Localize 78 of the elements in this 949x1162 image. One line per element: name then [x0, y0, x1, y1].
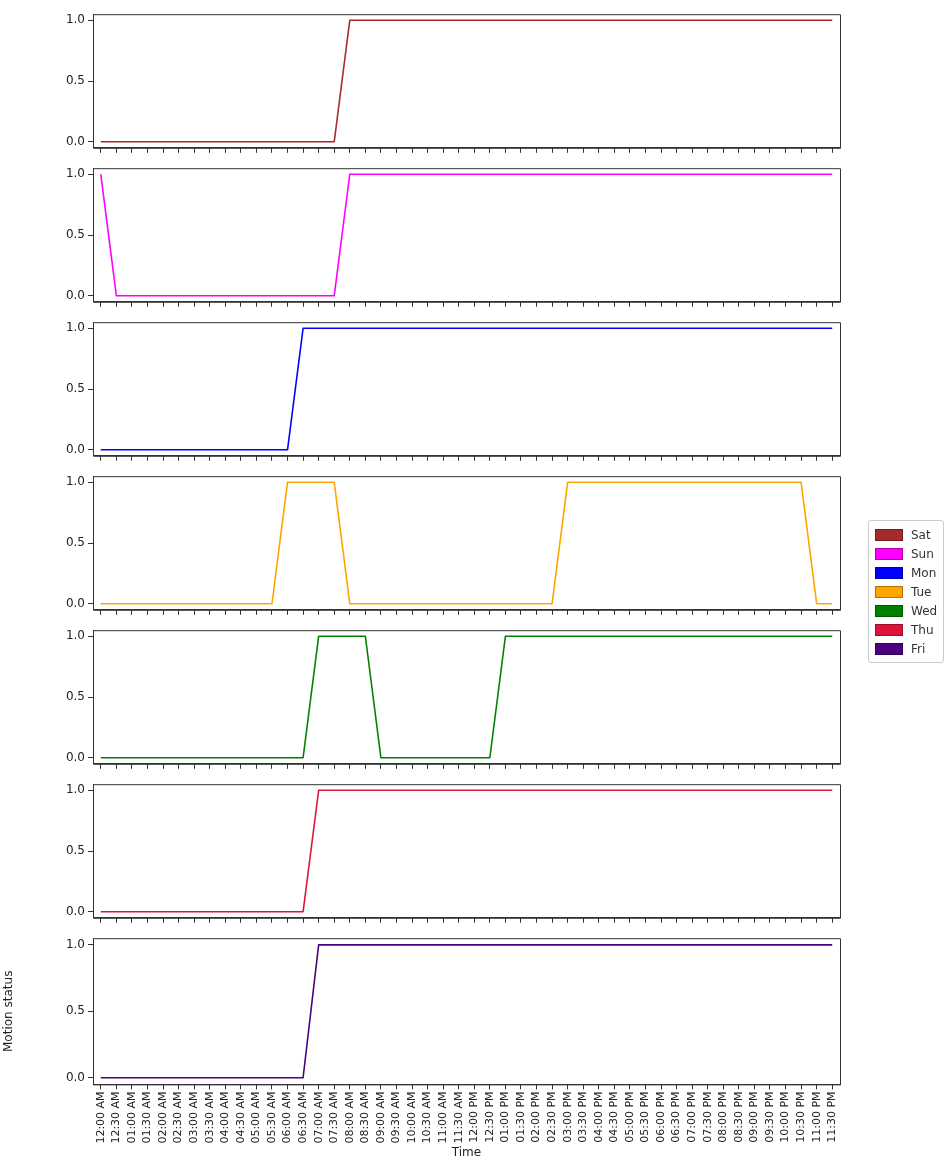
x-tick-label: 01:00 PM: [498, 1091, 512, 1143]
x-tick-label: 08:30 PM: [731, 1091, 745, 1143]
y-tick-label: 0.5: [65, 535, 85, 550]
y-tick-label: 0.5: [65, 843, 85, 858]
x-tick-label: 06:30 PM: [669, 1091, 683, 1143]
x-tick-label: 09:30 PM: [762, 1091, 776, 1143]
y-tick-label: 0.0: [65, 287, 85, 302]
y-tick-label: 0.5: [65, 689, 85, 704]
x-tick-label: 03:00 AM: [187, 1091, 201, 1144]
x-tick-label: 02:30 PM: [544, 1091, 558, 1143]
x-tick-label: 11:30 AM: [451, 1091, 465, 1144]
x-tick-label: 08:00 AM: [342, 1091, 356, 1144]
y-tick-label: 1.0: [65, 628, 85, 643]
x-tick-label: 07:00 PM: [685, 1091, 699, 1143]
x-tick-label: 11:00 AM: [436, 1091, 450, 1144]
x-tick-label: 10:00 AM: [404, 1091, 418, 1144]
x-tick-label: 10:00 PM: [778, 1091, 792, 1143]
x-tick-label: 07:30 AM: [327, 1091, 341, 1144]
legend-label: Thu: [911, 622, 934, 637]
y-tick-label: 1.0: [65, 166, 85, 181]
y-tick-label: 0.0: [65, 595, 85, 610]
x-tick-label: 09:30 AM: [389, 1091, 403, 1144]
x-tick-label: 07:00 AM: [311, 1091, 325, 1144]
x-tick-label: 01:00 AM: [124, 1091, 138, 1144]
x-tick-label: 06:30 AM: [295, 1091, 309, 1144]
legend-label: Sat: [911, 527, 931, 542]
y-tick-label: 0.0: [65, 903, 85, 918]
x-tick-label: 05:30 PM: [638, 1091, 652, 1143]
x-tick-label: 12:00 PM: [467, 1091, 481, 1143]
y-tick-label: 0.0: [65, 749, 85, 764]
x-tick-label: 12:00 AM: [93, 1091, 107, 1144]
x-tick-label: 01:30 PM: [513, 1091, 527, 1143]
y-tick-label: 1.0: [65, 12, 85, 27]
y-tick-label: 0.0: [65, 441, 85, 456]
y-tick-label: 1.0: [65, 936, 85, 951]
x-tick-label: 01:30 AM: [140, 1091, 154, 1144]
y-tick-label: 0.0: [65, 1069, 85, 1084]
x-axis-title: Time: [450, 1144, 482, 1159]
x-tick-label: 02:00 PM: [529, 1091, 543, 1143]
x-tick-label: 10:30 AM: [420, 1091, 434, 1144]
x-tick-label: 03:30 PM: [576, 1091, 590, 1143]
x-tick-label: 05:30 AM: [264, 1091, 278, 1144]
legend-label: Fri: [911, 641, 926, 656]
x-tick-label: 06:00 AM: [280, 1091, 294, 1144]
x-tick-label: 12:30 AM: [109, 1091, 123, 1144]
y-tick-label: 0.5: [65, 381, 85, 396]
x-tick-label: 05:00 AM: [249, 1091, 263, 1144]
x-tick-label: 08:00 PM: [716, 1091, 730, 1143]
x-tick-label: 03:30 AM: [202, 1091, 216, 1144]
x-tick-label: 05:00 PM: [622, 1091, 636, 1143]
x-tick-label: 03:00 PM: [560, 1091, 574, 1143]
x-tick-label: 09:00 PM: [747, 1091, 761, 1143]
x-tick-label: 02:00 AM: [155, 1091, 169, 1144]
x-tick-label: 06:00 PM: [653, 1091, 667, 1143]
y-tick-label: 1.0: [65, 474, 85, 489]
x-tick-label: 11:00 PM: [809, 1091, 823, 1143]
y-tick-label: 0.5: [65, 1003, 85, 1018]
x-tick-label: 07:30 PM: [700, 1091, 714, 1143]
legend-label: Mon: [911, 565, 937, 580]
x-tick-label: 12:30 PM: [482, 1091, 496, 1143]
x-tick-label: 04:30 AM: [233, 1091, 247, 1144]
x-tick-label: 04:00 AM: [218, 1091, 232, 1144]
legend-label: Sun: [911, 546, 934, 561]
x-tick-label: 11:30 PM: [825, 1091, 839, 1143]
legend-label: Tue: [911, 584, 932, 599]
y-tick-label: 1.0: [65, 320, 85, 335]
y-tick-label: 0.5: [65, 73, 85, 88]
x-tick-label: 10:30 PM: [793, 1091, 807, 1143]
y-tick-label: 0.0: [65, 133, 85, 148]
x-tick-label: 08:30 AM: [358, 1091, 372, 1144]
y-axis-title: Motion status: [1, 970, 16, 1052]
x-tick-label: 02:30 AM: [171, 1091, 185, 1144]
x-tick-label: 04:30 PM: [607, 1091, 621, 1143]
y-tick-label: 1.0: [65, 782, 85, 797]
x-tick-label: 09:00 AM: [373, 1091, 387, 1144]
y-tick-label: 0.5: [65, 227, 85, 242]
x-tick-label: 04:00 PM: [591, 1091, 605, 1143]
legend-label: Wed: [911, 603, 938, 618]
